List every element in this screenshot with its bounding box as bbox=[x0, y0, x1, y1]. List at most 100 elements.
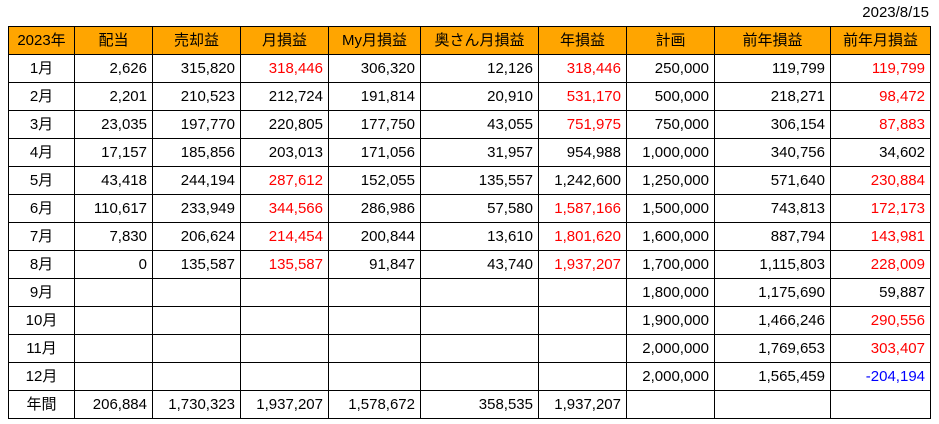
cell[interactable]: 34,602 bbox=[830, 138, 931, 167]
cell[interactable]: 13,610 bbox=[420, 222, 539, 251]
row-label[interactable]: 2月 bbox=[8, 82, 75, 111]
cell[interactable]: 290,556 bbox=[830, 306, 931, 335]
column-header[interactable]: 売却益 bbox=[152, 26, 241, 55]
cell[interactable]: 344,566 bbox=[240, 194, 329, 223]
cell[interactable]: 318,446 bbox=[538, 54, 627, 83]
cell[interactable] bbox=[328, 362, 421, 391]
cell[interactable]: 954,988 bbox=[538, 138, 627, 167]
cell[interactable] bbox=[152, 306, 241, 335]
cell[interactable] bbox=[420, 306, 539, 335]
cell[interactable]: 1,937,207 bbox=[538, 390, 627, 419]
cell[interactable]: 2,201 bbox=[74, 82, 153, 111]
cell[interactable]: 200,844 bbox=[328, 222, 421, 251]
cell[interactable]: 43,055 bbox=[420, 110, 539, 139]
column-header[interactable]: 奥さん月損益 bbox=[420, 26, 539, 55]
cell[interactable]: 1,600,000 bbox=[626, 222, 715, 251]
cell[interactable]: 1,565,459 bbox=[714, 362, 831, 391]
cell[interactable]: 306,320 bbox=[328, 54, 421, 83]
cell[interactable]: 2,000,000 bbox=[626, 334, 715, 363]
column-header[interactable]: 月損益 bbox=[240, 26, 329, 55]
cell[interactable] bbox=[538, 334, 627, 363]
cell[interactable]: 12,126 bbox=[420, 54, 539, 83]
row-label[interactable]: 3月 bbox=[8, 110, 75, 139]
column-header[interactable]: 配当 bbox=[74, 26, 153, 55]
cell[interactable] bbox=[240, 334, 329, 363]
cell[interactable]: 218,271 bbox=[714, 82, 831, 111]
cell[interactable]: 110,617 bbox=[74, 194, 153, 223]
cell[interactable] bbox=[328, 334, 421, 363]
cell[interactable]: 191,814 bbox=[328, 82, 421, 111]
cell[interactable] bbox=[626, 390, 715, 419]
cell[interactable] bbox=[74, 334, 153, 363]
cell[interactable]: 220,805 bbox=[240, 110, 329, 139]
cell[interactable]: 1,175,690 bbox=[714, 278, 831, 307]
cell[interactable] bbox=[538, 278, 627, 307]
cell[interactable]: 197,770 bbox=[152, 110, 241, 139]
cell[interactable]: 1,937,207 bbox=[538, 250, 627, 279]
cell[interactable]: 203,013 bbox=[240, 138, 329, 167]
column-header[interactable]: 計画 bbox=[626, 26, 715, 55]
cell[interactable]: 43,418 bbox=[74, 166, 153, 195]
cell[interactable]: -204,194 bbox=[830, 362, 931, 391]
cell[interactable]: 1,000,000 bbox=[626, 138, 715, 167]
cell[interactable]: 250,000 bbox=[626, 54, 715, 83]
cell[interactable]: 1,587,166 bbox=[538, 194, 627, 223]
cell[interactable]: 287,612 bbox=[240, 166, 329, 195]
cell[interactable]: 43,740 bbox=[420, 250, 539, 279]
cell[interactable]: 1,250,000 bbox=[626, 166, 715, 195]
cell[interactable]: 1,800,000 bbox=[626, 278, 715, 307]
cell[interactable]: 17,157 bbox=[74, 138, 153, 167]
column-header[interactable]: My月損益 bbox=[328, 26, 421, 55]
cell[interactable] bbox=[74, 306, 153, 335]
cell[interactable] bbox=[830, 390, 931, 419]
cell[interactable]: 143,981 bbox=[830, 222, 931, 251]
row-label[interactable]: 5月 bbox=[8, 166, 75, 195]
row-label[interactable]: 年間 bbox=[8, 390, 75, 419]
row-label[interactable]: 1月 bbox=[8, 54, 75, 83]
cell[interactable]: 172,173 bbox=[830, 194, 931, 223]
row-label[interactable]: 11月 bbox=[8, 334, 75, 363]
cell[interactable] bbox=[420, 362, 539, 391]
cell[interactable]: 244,194 bbox=[152, 166, 241, 195]
cell[interactable]: 2,000,000 bbox=[626, 362, 715, 391]
cell[interactable]: 31,957 bbox=[420, 138, 539, 167]
cell[interactable]: 1,115,803 bbox=[714, 250, 831, 279]
cell[interactable]: 206,624 bbox=[152, 222, 241, 251]
cell[interactable] bbox=[240, 306, 329, 335]
cell[interactable] bbox=[152, 278, 241, 307]
cell[interactable]: 358,535 bbox=[420, 390, 539, 419]
cell[interactable]: 303,407 bbox=[830, 334, 931, 363]
cell[interactable]: 1,900,000 bbox=[626, 306, 715, 335]
cell[interactable]: 2,626 bbox=[74, 54, 153, 83]
cell[interactable]: 230,884 bbox=[830, 166, 931, 195]
row-label[interactable]: 12月 bbox=[8, 362, 75, 391]
row-label[interactable]: 10月 bbox=[8, 306, 75, 335]
cell[interactable]: 210,523 bbox=[152, 82, 241, 111]
cell[interactable]: 340,756 bbox=[714, 138, 831, 167]
row-label[interactable]: 8月 bbox=[8, 250, 75, 279]
cell[interactable]: 87,883 bbox=[830, 110, 931, 139]
cell[interactable] bbox=[74, 278, 153, 307]
cell[interactable]: 185,856 bbox=[152, 138, 241, 167]
cell[interactable] bbox=[538, 362, 627, 391]
cell[interactable]: 135,587 bbox=[240, 250, 329, 279]
cell[interactable]: 214,454 bbox=[240, 222, 329, 251]
cell[interactable]: 1,500,000 bbox=[626, 194, 715, 223]
cell[interactable] bbox=[420, 278, 539, 307]
cell[interactable]: 228,009 bbox=[830, 250, 931, 279]
cell[interactable]: 1,801,620 bbox=[538, 222, 627, 251]
cell[interactable]: 0 bbox=[74, 250, 153, 279]
cell[interactable]: 743,813 bbox=[714, 194, 831, 223]
cell[interactable]: 1,730,323 bbox=[152, 390, 241, 419]
cell[interactable]: 135,587 bbox=[152, 250, 241, 279]
cell[interactable] bbox=[240, 362, 329, 391]
row-label[interactable]: 7月 bbox=[8, 222, 75, 251]
cell[interactable]: 233,949 bbox=[152, 194, 241, 223]
cell[interactable]: 91,847 bbox=[328, 250, 421, 279]
column-header[interactable]: 前年損益 bbox=[714, 26, 831, 55]
cell[interactable] bbox=[152, 362, 241, 391]
cell[interactable]: 1,242,600 bbox=[538, 166, 627, 195]
row-label[interactable]: 9月 bbox=[8, 278, 75, 307]
cell[interactable]: 751,975 bbox=[538, 110, 627, 139]
cell[interactable]: 1,700,000 bbox=[626, 250, 715, 279]
